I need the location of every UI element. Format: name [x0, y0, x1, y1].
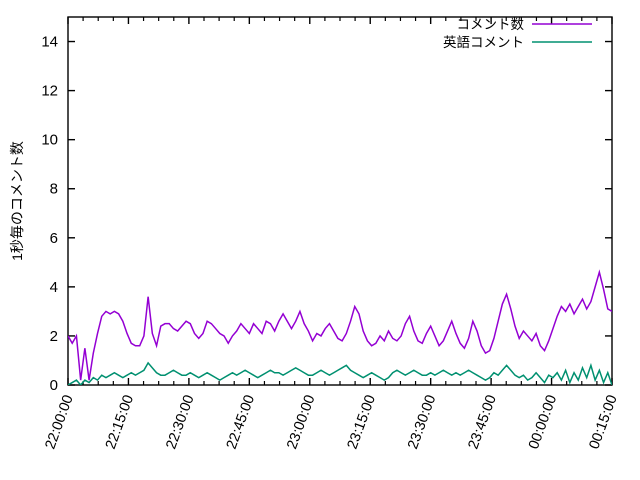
x-tick-label-6: 23:30:00 — [405, 393, 439, 452]
x-tick-label-7: 23:45:00 — [466, 393, 500, 452]
y-tick-label-14: 14 — [41, 34, 58, 51]
y-tick-label-12: 12 — [41, 83, 58, 100]
x-tick-label-3: 22:45:00 — [224, 393, 258, 452]
y-tick-label-8: 8 — [50, 181, 58, 198]
y-tick-label-6: 6 — [50, 230, 58, 247]
y-tick-label-0: 0 — [50, 377, 58, 394]
series-line-1 — [68, 361, 612, 385]
plot-frame — [67, 16, 613, 386]
x-tick-label-5: 23:15:00 — [345, 393, 379, 452]
x-tick-label-2: 22:30:00 — [163, 393, 197, 452]
x-tick-label-8: 00:00:00 — [526, 393, 560, 452]
legend-label-1: 英語コメント — [443, 34, 524, 50]
y-tick-label-10: 10 — [41, 132, 58, 149]
x-tick-label-0: 22:00:00 — [42, 393, 76, 452]
x-tick-label-4: 23:00:00 — [284, 393, 318, 452]
series-line-0 — [68, 269, 612, 381]
legend-label-0: コメント数 — [457, 17, 525, 32]
x-tick-label-9: 00:15:00 — [586, 393, 620, 452]
y-axis-label: 1秒毎のコメント数 — [9, 141, 25, 261]
y-tick-label-4: 4 — [50, 279, 58, 296]
y-tick-label-2: 2 — [50, 328, 58, 345]
x-tick-label-1: 22:15:00 — [103, 393, 137, 452]
